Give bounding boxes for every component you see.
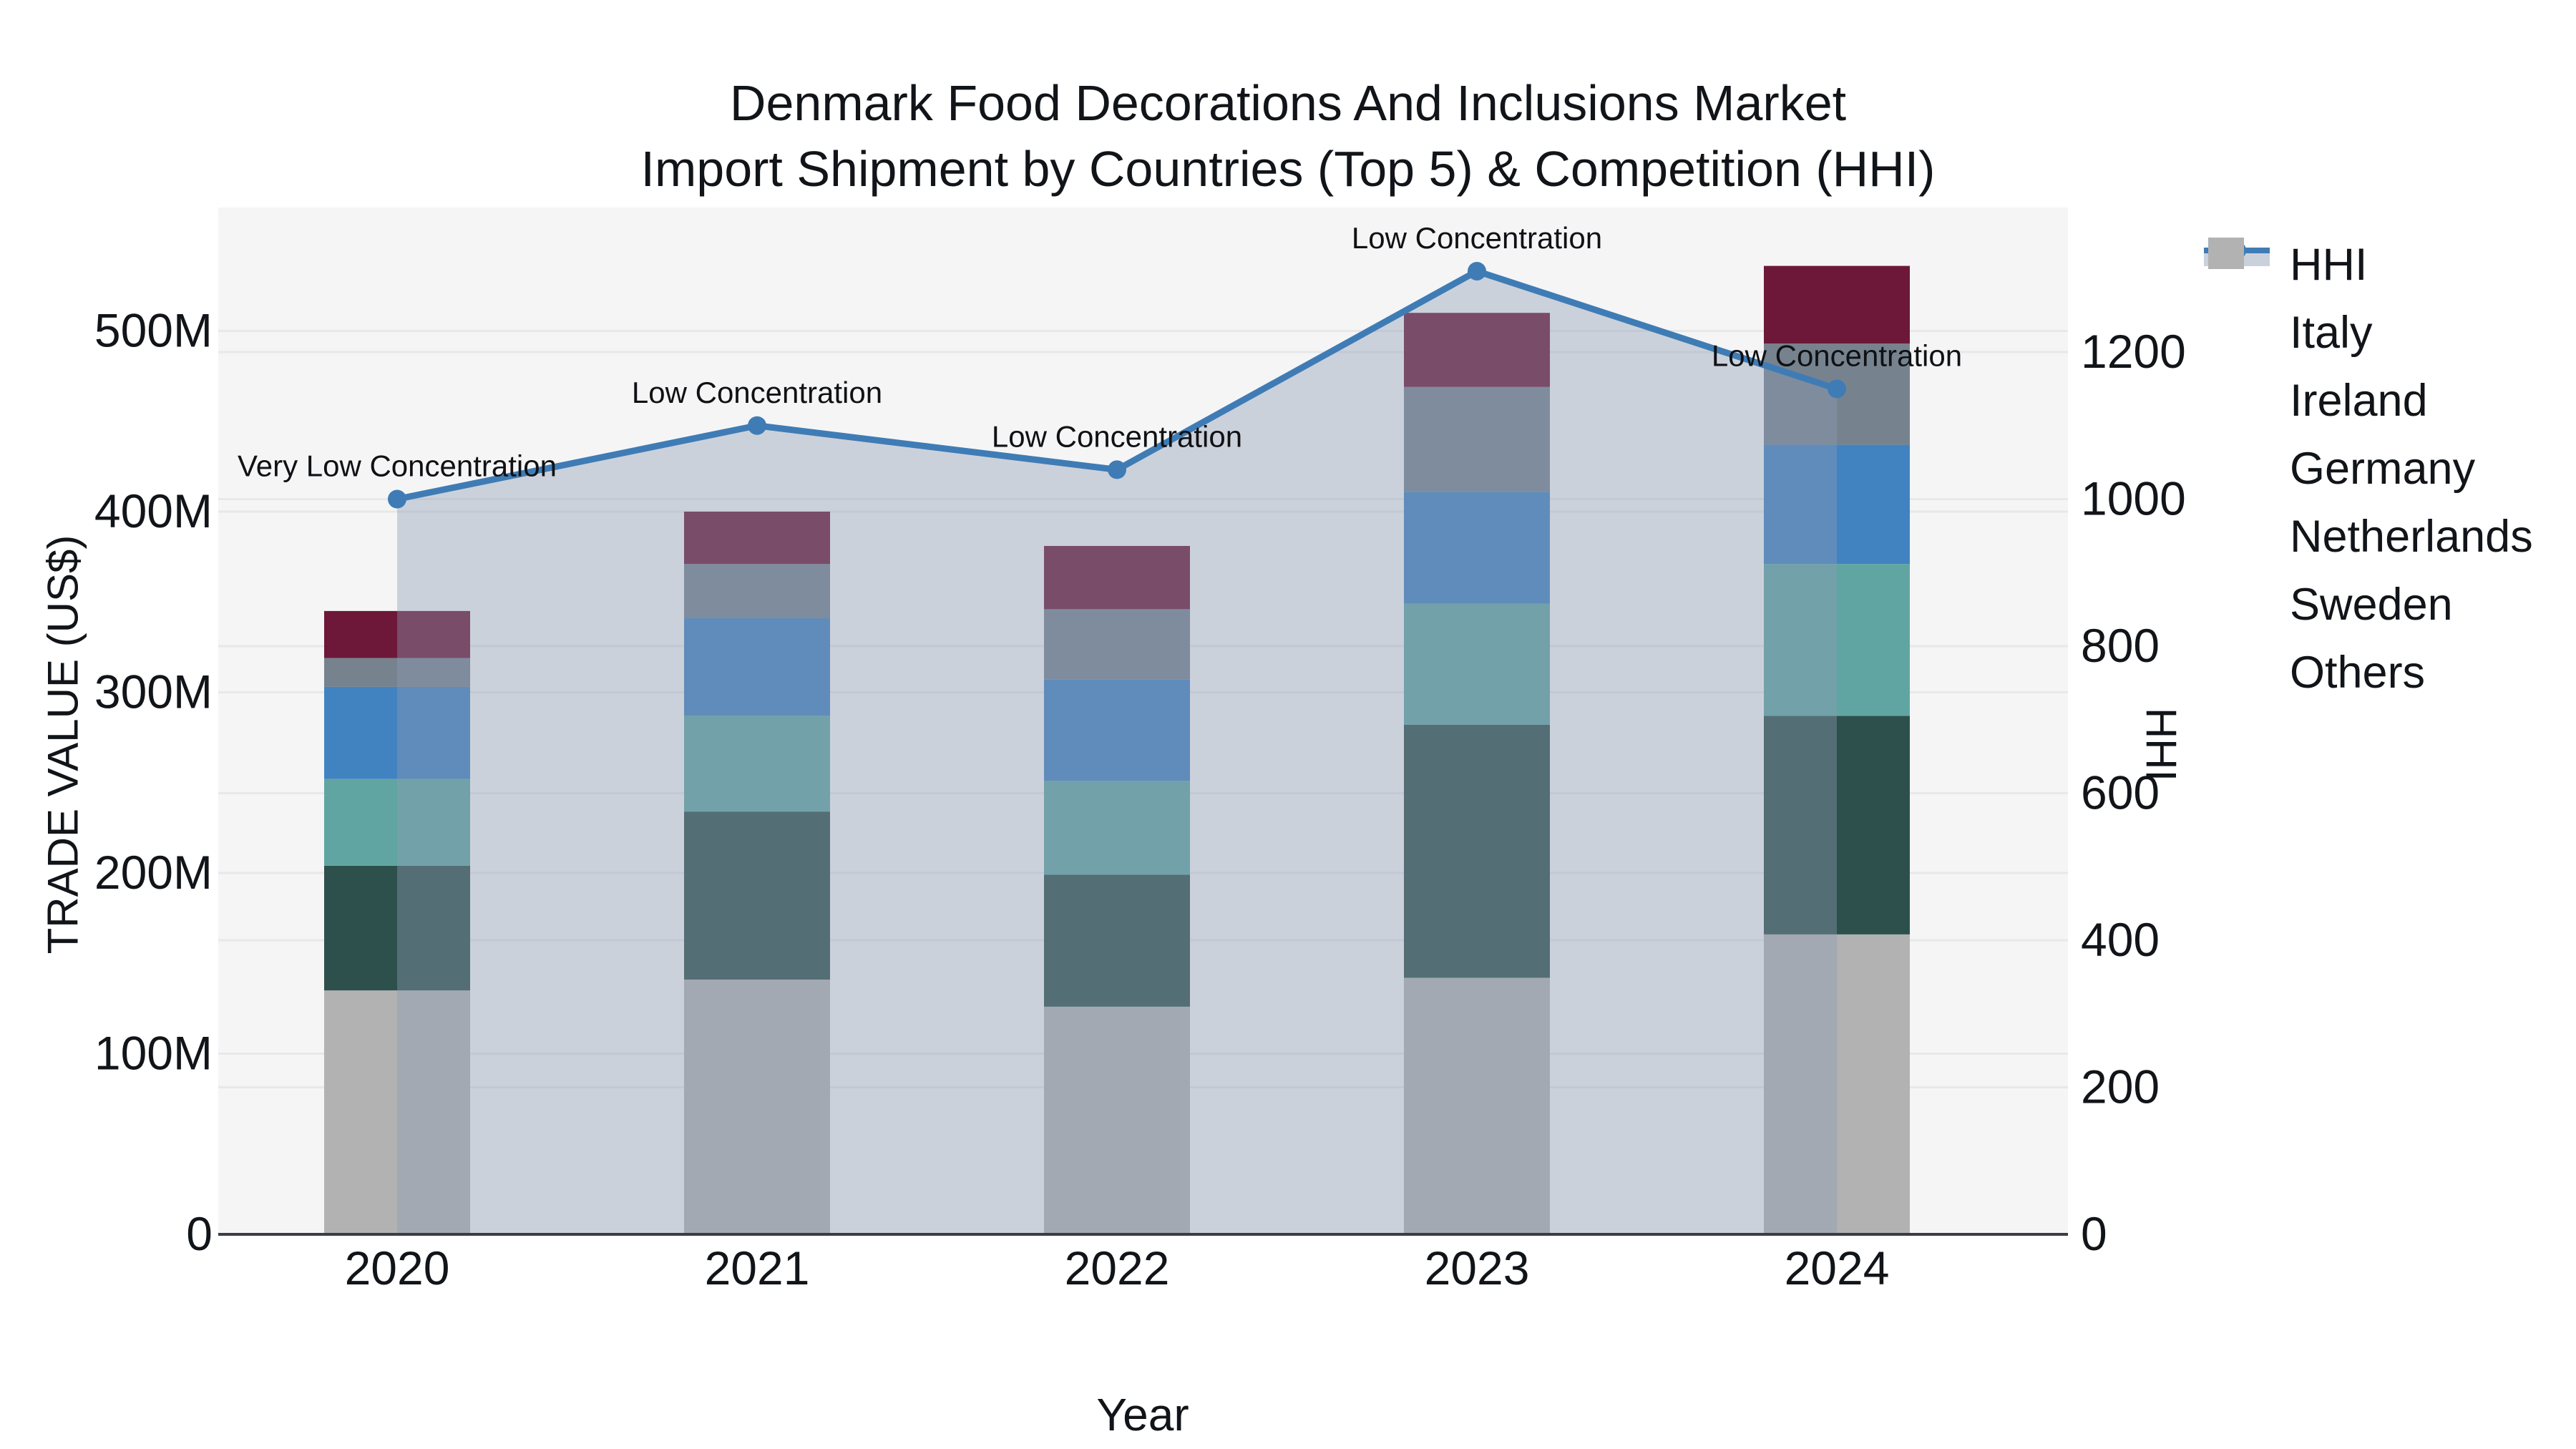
x-tick-2020[interactable]: 2020 xyxy=(345,1241,450,1294)
bar-segment-ireland-2020[interactable] xyxy=(324,658,470,687)
legend-item-germany[interactable]: Germany xyxy=(2202,238,2533,502)
annotation-2021: Low Concentration xyxy=(632,376,882,409)
y-right-tick-600: 600 xyxy=(2081,766,2160,819)
bar-segment-sweden-2021[interactable] xyxy=(684,811,830,980)
legend-label-netherlands: Netherlands xyxy=(2290,511,2533,562)
y-right-tick-200: 200 xyxy=(2081,1060,2160,1113)
hhi-marker-2022[interactable] xyxy=(1108,460,1126,479)
bar-segment-netherlands-2020[interactable] xyxy=(324,779,470,866)
y-left-tick-300M: 300M xyxy=(94,665,213,718)
legend-label-ireland: Ireland xyxy=(2290,375,2428,426)
bar-segment-sweden-2022[interactable] xyxy=(1044,874,1190,1007)
y-left-axis-title: TRADE VALUE (US$) xyxy=(39,535,87,955)
bar-segment-sweden-2024[interactable] xyxy=(1764,716,1910,935)
y-right-tick-800: 800 xyxy=(2081,619,2160,672)
bar-segment-others-2024[interactable] xyxy=(1764,934,1910,1234)
color-swatch-netherlands xyxy=(2202,238,2271,560)
annotation-2020: Very Low Concentration xyxy=(238,449,557,483)
legend-item-sweden[interactable]: Sweden xyxy=(2202,238,2533,638)
hhi-marker-2023[interactable] xyxy=(1468,261,1486,280)
bar-segment-ireland-2021[interactable] xyxy=(684,564,830,618)
y-right-axis-title: HHI xyxy=(2137,707,2185,782)
legend-label-others: Others xyxy=(2290,647,2426,698)
bar-segment-others-2022[interactable] xyxy=(1044,1006,1190,1234)
bars-layer xyxy=(324,265,1910,1234)
bar-segment-germany-2021[interactable] xyxy=(684,618,830,716)
y-right-tick-0: 0 xyxy=(2081,1207,2107,1260)
bar-segment-netherlands-2024[interactable] xyxy=(1764,564,1910,716)
legend-item-ireland[interactable]: Ireland xyxy=(2202,238,2533,434)
x-tick-2021[interactable]: 2021 xyxy=(705,1241,810,1294)
bar-segment-netherlands-2022[interactable] xyxy=(1044,781,1190,875)
legend: HHI Italy Ireland Germany Netherlands Sweden O… xyxy=(2202,230,2533,706)
annotation-2022: Low Concentration xyxy=(992,419,1242,453)
y-left-tick-500M: 500M xyxy=(94,304,213,357)
chart-title-line2: Import Shipment by Countries (Top 5) & C… xyxy=(640,141,1936,197)
y-left-tick-0: 0 xyxy=(186,1207,213,1260)
bar-segment-germany-2022[interactable] xyxy=(1044,679,1190,781)
hhi-marker-2021[interactable] xyxy=(748,416,766,435)
legend-label-italy: Italy xyxy=(2290,307,2373,358)
legend-item-netherlands[interactable]: Netherlands xyxy=(2202,238,2533,570)
hhi-area-fill xyxy=(397,270,1837,1235)
y-right-tick-1200: 1200 xyxy=(2081,325,2186,378)
bar-segment-italy-2022[interactable] xyxy=(1044,545,1190,610)
bar-segment-ireland-2022[interactable] xyxy=(1044,609,1190,680)
legend-item-others[interactable]: Others xyxy=(2202,238,2533,706)
legend-label-sweden: Sweden xyxy=(2290,579,2453,630)
bar-segment-italy-2024[interactable] xyxy=(1764,265,1910,344)
y-left-tick-200M: 200M xyxy=(94,846,213,899)
x-tick-2024[interactable]: 2024 xyxy=(1785,1241,1890,1294)
hhi-marker-2020[interactable] xyxy=(388,489,406,509)
color-swatch-germany xyxy=(2202,238,2271,492)
color-swatch-italy xyxy=(2202,238,2271,356)
color-swatch-ireland xyxy=(2202,238,2271,424)
annotation-2023: Low Concentration xyxy=(1352,221,1602,255)
chart-title: Denmark Food Decorations And Inclusions … xyxy=(429,70,2147,202)
y-left-tick-400M: 400M xyxy=(94,484,213,537)
y-right-tick-400: 400 xyxy=(2081,913,2160,966)
chart-title-line1: Denmark Food Decorations And Inclusions … xyxy=(729,75,1847,131)
bar-segment-others-2023[interactable] xyxy=(1404,977,1550,1234)
bar-segment-germany-2020[interactable] xyxy=(324,686,470,779)
legend-label-hhi: HHI xyxy=(2290,239,2368,290)
hhi-marker-2024[interactable] xyxy=(1828,379,1846,399)
y-right-tick-1000: 1000 xyxy=(2081,472,2186,525)
bar-segment-netherlands-2021[interactable] xyxy=(684,716,830,812)
x-axis-title: Year xyxy=(1096,1389,1189,1440)
annotation-2024: Low Concentration xyxy=(1712,338,1962,372)
bar-segment-sweden-2023[interactable] xyxy=(1404,724,1550,978)
bar-segment-others-2021[interactable] xyxy=(684,979,830,1234)
bar-segment-italy-2020[interactable] xyxy=(324,610,470,658)
bar-segment-sweden-2020[interactable] xyxy=(324,865,470,991)
x-tick-2023[interactable]: 2023 xyxy=(1425,1241,1530,1294)
y-left-tick-100M: 100M xyxy=(94,1027,213,1080)
legend-label-germany: Germany xyxy=(2290,443,2476,494)
bar-segment-netherlands-2023[interactable] xyxy=(1404,603,1550,725)
bar-segment-others-2020[interactable] xyxy=(324,990,470,1234)
bar-segment-italy-2021[interactable] xyxy=(684,512,830,565)
color-swatch-sweden xyxy=(2202,238,2271,628)
bar-segment-ireland-2023[interactable] xyxy=(1404,386,1550,492)
bar-segment-italy-2023[interactable] xyxy=(1404,313,1550,387)
bar-segment-germany-2023[interactable] xyxy=(1404,492,1550,604)
color-swatch-others xyxy=(2202,238,2271,696)
bar-segment-germany-2024[interactable] xyxy=(1764,444,1910,565)
x-tick-2022[interactable]: 2022 xyxy=(1065,1241,1170,1294)
legend-item-italy[interactable]: Italy xyxy=(2202,238,2533,366)
